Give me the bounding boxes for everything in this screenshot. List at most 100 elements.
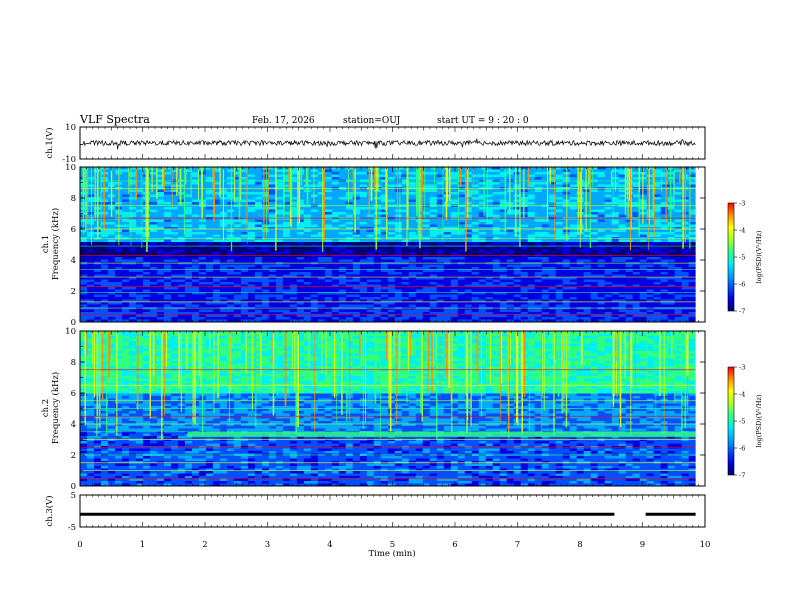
spectrogram-cell bbox=[282, 269, 291, 273]
spectrogram-cell bbox=[415, 307, 424, 310]
spectrogram-cell bbox=[184, 172, 193, 175]
spectrogram-cell bbox=[520, 219, 529, 223]
spectrogram-cell bbox=[527, 184, 536, 188]
spectrogram-cell bbox=[359, 287, 368, 290]
spectrogram-cell bbox=[485, 257, 494, 260]
spectrogram-cell bbox=[205, 277, 214, 280]
spectrogram-cell bbox=[219, 287, 228, 290]
spectrogram-cell bbox=[604, 297, 613, 300]
spectrogram-cell bbox=[121, 299, 130, 303]
spectrogram-cell bbox=[205, 287, 214, 290]
spectrogram-cell bbox=[191, 279, 200, 283]
spectrogram-cell bbox=[289, 227, 298, 230]
spectrogram-cell bbox=[331, 207, 340, 210]
spectrogram-cell bbox=[408, 229, 417, 233]
spectrogram-cell bbox=[590, 269, 599, 273]
spectrogram-cell bbox=[597, 252, 606, 255]
spectrogram-cell bbox=[436, 229, 445, 233]
spectrogram-cell bbox=[128, 257, 137, 260]
spectrogram-cell bbox=[121, 282, 130, 285]
spectrogram-cell bbox=[485, 277, 494, 280]
spectrogram-cell bbox=[653, 289, 662, 293]
spectrogram-cell bbox=[527, 284, 536, 288]
spectrogram-cell bbox=[303, 274, 312, 278]
spectrogram-cell bbox=[149, 167, 158, 170]
spectrogram-cell bbox=[597, 214, 606, 218]
spectrogram-cell bbox=[359, 207, 368, 210]
spectrogram-cell bbox=[429, 279, 438, 283]
spectrogram-cell bbox=[387, 249, 396, 253]
spectrogram-cell bbox=[352, 294, 361, 298]
spectrogram-cell bbox=[359, 277, 368, 280]
spectrogram-cell bbox=[408, 227, 417, 230]
spectrogram-cell bbox=[387, 282, 396, 285]
spectrogram-cell bbox=[142, 274, 151, 278]
spectrogram-cell bbox=[128, 212, 137, 215]
spectrogram-cell bbox=[135, 249, 144, 253]
spectrogram-cell bbox=[541, 277, 550, 280]
spectrogram-cell bbox=[688, 279, 697, 283]
spectrogram-cell bbox=[373, 194, 382, 198]
spectrogram-cell bbox=[625, 304, 634, 308]
spectrogram-cell bbox=[156, 292, 165, 295]
spectrogram-cell bbox=[632, 299, 641, 303]
spectrogram-cell bbox=[646, 304, 655, 308]
spectrogram-cell bbox=[247, 214, 256, 218]
spectrogram-cell bbox=[205, 259, 214, 263]
spectrogram-cell bbox=[394, 239, 403, 243]
spectrogram-cell bbox=[611, 247, 620, 250]
spectrogram-cell bbox=[156, 209, 165, 213]
spectrogram-cell bbox=[569, 294, 578, 298]
spectrogram-cell bbox=[660, 167, 669, 170]
spectrogram-cell bbox=[555, 184, 564, 188]
spectrogram-cell bbox=[261, 304, 270, 308]
spectrogram-cell bbox=[233, 267, 242, 270]
spectrogram-cell bbox=[149, 227, 158, 230]
spectrogram-cell bbox=[667, 234, 676, 238]
spectrogram-cell bbox=[247, 209, 256, 213]
spectrogram-cell bbox=[380, 222, 389, 225]
spectrogram-cell bbox=[527, 249, 536, 253]
spectrogram-cell bbox=[590, 172, 599, 175]
spectrogram-cell bbox=[135, 202, 144, 205]
spectrogram-cell bbox=[499, 282, 508, 285]
spectrogram-cell bbox=[590, 297, 599, 300]
spectrogram-cell bbox=[653, 177, 662, 180]
spectrogram-cell bbox=[401, 197, 410, 200]
spectrogram-cell bbox=[373, 192, 382, 195]
spectrogram-cell bbox=[618, 222, 627, 225]
spectrogram-cell bbox=[107, 264, 116, 268]
spectrogram-cell bbox=[359, 269, 368, 273]
spectrogram-cell bbox=[485, 234, 494, 238]
spectrogram-cell bbox=[380, 252, 389, 255]
spectrogram-cell bbox=[646, 299, 655, 303]
spectrogram-cell bbox=[177, 292, 186, 295]
spectrogram-cell bbox=[128, 254, 137, 258]
spectrogram-cell bbox=[681, 299, 690, 303]
spectrogram-cell bbox=[688, 239, 697, 243]
spectrogram-cell bbox=[177, 197, 186, 200]
spectrogram-cell bbox=[415, 299, 424, 303]
spectrogram-cell bbox=[597, 169, 606, 173]
spectrogram-cell bbox=[681, 242, 690, 245]
spectrogram-cell bbox=[660, 234, 669, 238]
spectrogram-cell bbox=[555, 247, 564, 250]
spectrogram-cell bbox=[506, 257, 515, 260]
spectrogram-cell bbox=[177, 254, 186, 258]
spectrogram-cell bbox=[499, 184, 508, 188]
spectrogram-cell bbox=[296, 299, 305, 303]
spectrogram-cell bbox=[310, 182, 319, 185]
spectrogram-cell bbox=[597, 292, 606, 295]
spectrogram-cell bbox=[534, 232, 543, 235]
spectrogram-cell bbox=[317, 209, 326, 213]
spectrogram-cell bbox=[345, 239, 354, 243]
spectrogram-cell bbox=[436, 282, 445, 285]
spectrogram-cell bbox=[492, 239, 501, 243]
spectrogram-cell bbox=[317, 239, 326, 243]
spectrogram-cell bbox=[499, 189, 508, 193]
spectrogram-cell bbox=[660, 302, 669, 305]
spectrogram-cell bbox=[289, 239, 298, 243]
spectrogram-cell bbox=[450, 247, 459, 250]
spectrogram-cell bbox=[289, 194, 298, 198]
spectrogram-cell bbox=[604, 254, 613, 258]
